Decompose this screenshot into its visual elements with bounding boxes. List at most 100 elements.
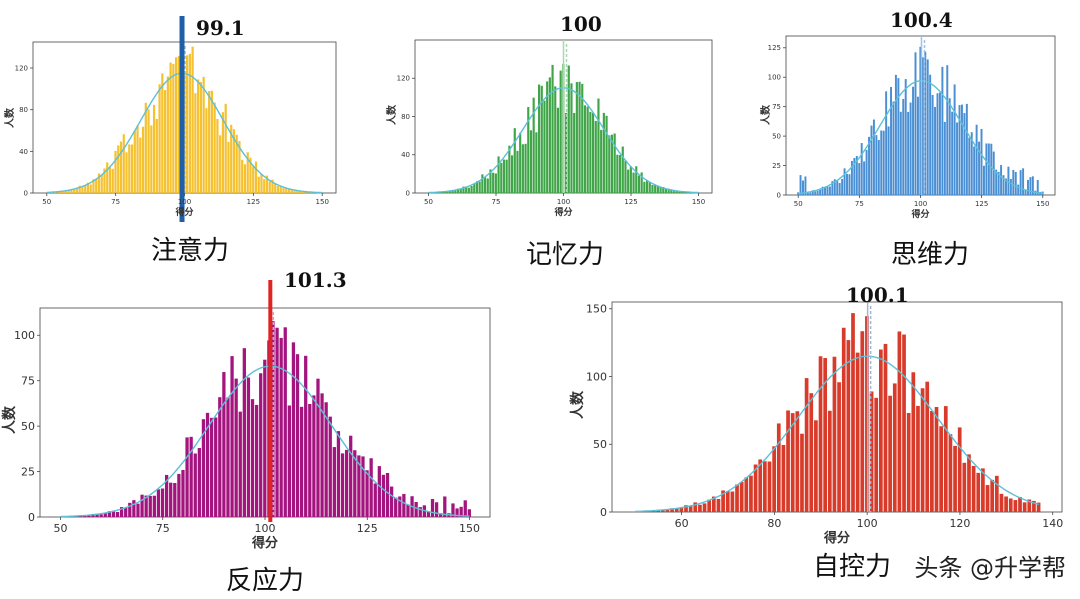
histogram-bar [185, 437, 189, 517]
histogram-bar [872, 119, 875, 195]
histogram-bar [1031, 176, 1034, 195]
x-tick-label: 50 [794, 200, 803, 208]
histogram-bar [398, 496, 402, 517]
histogram-bar [906, 412, 911, 512]
histogram-bar [1002, 175, 1005, 195]
histogram-bar [340, 453, 345, 517]
histogram-bar [1026, 179, 1029, 195]
histogram-bar [263, 179, 266, 193]
histogram-bar [295, 354, 300, 517]
histogram-bar [624, 160, 627, 193]
histogram-bar [147, 109, 150, 193]
histogram-bar [119, 507, 124, 517]
histogram-bar [635, 166, 638, 193]
histogram-bar [216, 118, 219, 193]
histogram-bar [962, 462, 967, 512]
histogram-bar [508, 145, 511, 193]
y-tick-label: 25 [21, 465, 35, 478]
histogram-bar [465, 186, 468, 193]
x-tick-label: 75 [855, 200, 864, 208]
histogram-bar [841, 327, 846, 512]
x-tick-label: 50 [42, 198, 51, 206]
histogram-bar [997, 171, 1000, 195]
histogram-bar [293, 190, 296, 193]
histogram-bar [855, 155, 858, 195]
histogram-bar [414, 501, 418, 517]
histogram-bar [843, 168, 846, 195]
histogram-bar [637, 175, 641, 193]
histogram-bar [381, 474, 386, 517]
histogram-bar [473, 183, 476, 193]
histogram-bar [660, 510, 665, 512]
histogram-bar [308, 403, 312, 517]
histogram-bar [226, 397, 230, 517]
y-tick-label: 0 [24, 189, 28, 197]
histogram-bar [941, 66, 944, 196]
histogram-bar [91, 513, 95, 517]
histogram-bar [758, 459, 763, 512]
y-tick-label: 100 [14, 329, 35, 342]
histogram-bar [683, 192, 686, 193]
histogram-bar [670, 189, 673, 193]
histogram-bar [451, 190, 454, 193]
histogram-bar [902, 98, 905, 195]
histogram-bar [797, 192, 800, 195]
histogram-bar [205, 412, 210, 517]
histogram-bar [564, 112, 568, 193]
histogram-bar [1018, 497, 1022, 512]
chart-memory-mean-label: 100 [560, 12, 602, 36]
histogram-bar [967, 454, 971, 512]
histogram-bar [489, 169, 492, 193]
histogram-bar [621, 146, 624, 193]
histogram-bar [230, 124, 233, 193]
histogram-bar [166, 76, 169, 193]
chart-self-control-svg: 60 80 100 120 140 0 50 100 150 得分 人数 [569, 301, 1063, 546]
histogram-bar [304, 191, 307, 193]
histogram-bar [610, 134, 614, 193]
histogram-bar [148, 495, 152, 517]
histogram-bar [821, 186, 824, 195]
histogram-bar [851, 313, 855, 512]
histogram-bar [832, 356, 837, 512]
histogram-bar [434, 502, 439, 517]
histogram-bar [130, 144, 134, 193]
histogram-bar [529, 130, 533, 193]
histogram-bar [885, 91, 888, 195]
chart-memory-caption: 记忆力 [525, 240, 605, 270]
histogram-bar [173, 483, 177, 517]
histogram-bar [152, 104, 156, 193]
histogram-bar [89, 184, 92, 193]
histogram-bar [111, 168, 114, 193]
histogram-bar [973, 146, 976, 195]
histogram-bar [158, 84, 161, 193]
histogram-bar [320, 393, 324, 517]
histogram-bar [721, 490, 725, 512]
y-tick-label: 150 [586, 303, 607, 316]
histogram-bar [254, 404, 259, 517]
histogram-bar [985, 485, 990, 512]
histogram-bar [806, 192, 809, 195]
histogram-bar [141, 126, 145, 193]
histogram-bar [132, 500, 136, 517]
x-tick-label: 75 [492, 198, 501, 206]
histogram-bar [659, 186, 662, 193]
histogram-bar [451, 503, 455, 517]
y-tick-label: 125 [768, 44, 781, 52]
histogram-bar [73, 188, 76, 193]
histogram-bar [890, 86, 893, 195]
histogram-bar [897, 331, 902, 512]
histogram-bar [513, 128, 516, 193]
y-tick-label: 0 [406, 189, 410, 197]
y-tick-label: 120 [15, 64, 28, 72]
histogram-bar [707, 499, 712, 512]
histogram-bar [1022, 502, 1027, 512]
histogram-bar [510, 155, 514, 193]
histogram-bar [911, 372, 916, 512]
histogram-bar [925, 381, 930, 512]
histogram-bar [921, 57, 924, 195]
histogram-bar [613, 133, 616, 193]
histogram-bar [702, 503, 707, 512]
histogram-bar [125, 152, 128, 193]
histogram-bar [243, 164, 247, 193]
histogram-bar [826, 186, 829, 195]
